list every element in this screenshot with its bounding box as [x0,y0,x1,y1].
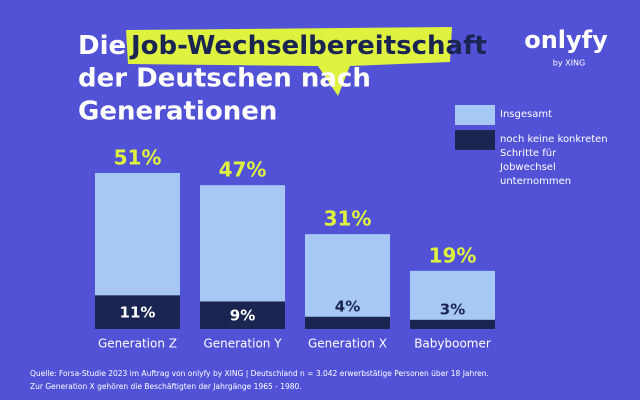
title-highlight-text: Job-Wechselbereitschaft [129,31,487,61]
x-tick-label: Generation Y [203,337,282,351]
source-note: Zur Generation X gehören die Beschäftigt… [30,382,302,391]
bar [200,301,285,329]
source-note: Quelle: Forsa-Studie 2023 im Auftrag von… [30,369,489,378]
legend-label: Insgesamt [500,109,552,120]
value-label: 4% [335,297,360,315]
bar [410,319,495,329]
bar [95,295,180,329]
legend-swatch [455,105,495,125]
value-label: 31% [324,207,372,231]
value-label: 51% [114,145,162,169]
logo-sub: by XING [553,59,585,68]
bar [305,234,390,329]
legend-swatch [455,130,495,150]
value-label: 9% [230,307,255,325]
bar [305,316,390,329]
bar [410,270,495,329]
chart-title-line: Generationen [78,97,277,127]
chart-title: Die Job-Wechselbereitschaft [78,31,487,61]
x-tick-label: Babyboomer [414,337,491,351]
value-label: 19% [429,243,477,267]
x-tick-label: Generation Z [98,337,177,351]
title-prefix: Die [78,31,126,61]
logo: onlyfy [524,26,608,54]
value-label: 3% [440,300,465,318]
legend-label: noch keine konkreten Schritte für Jobwec… [500,134,608,187]
value-label: 47% [219,158,267,182]
x-tick-label: Generation X [308,337,387,351]
title-highlight [126,27,452,96]
chart-title-line: der Deutschen nach [78,64,371,94]
value-label: 11% [120,304,156,322]
